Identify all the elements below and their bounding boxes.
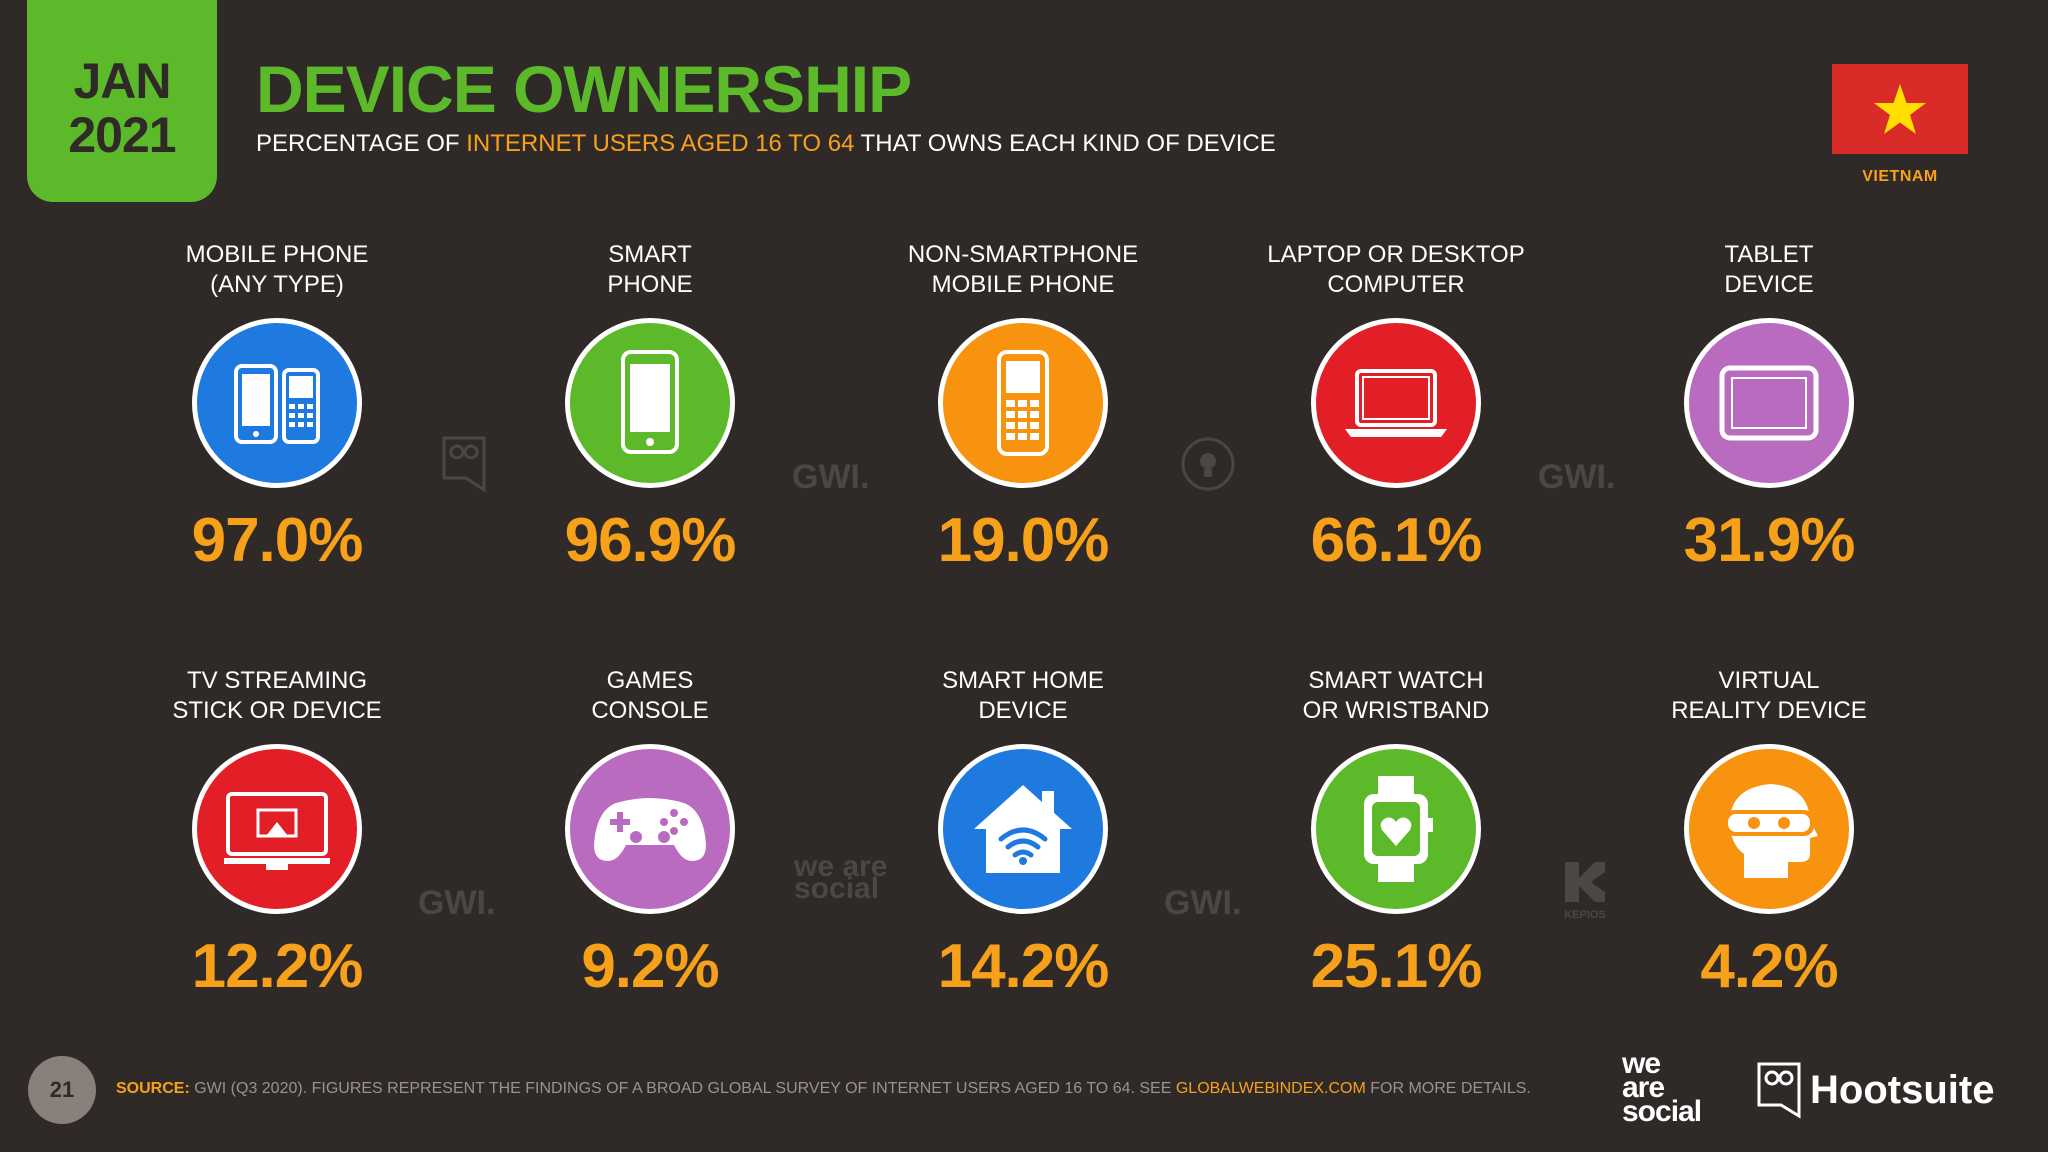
feature-phone-icon [993,348,1053,458]
source-label: SOURCE: [116,1080,190,1097]
device-value: 14.2% [937,932,1110,1001]
source-note: SOURCE: GWI (Q3 2020). FIGURES REPRESENT… [116,1080,1531,1098]
device-item: TV STREAMING STICK OR DEVICE 12.2% [107,666,447,1002]
source-end: FOR MORE DETAILS. [1365,1080,1531,1097]
device-item: TABLET DEVICE 31.9% [1599,240,1939,576]
device-value: 66.1% [1310,506,1483,575]
gwi-watermark: GWI. [1538,458,1616,496]
date-tab: JAN 2021 [27,0,217,202]
page-subtitle: PERCENTAGE OF INTERNET USERS AGED 16 TO … [256,130,1276,158]
subtitle-post: THAT OWNS EACH KIND OF DEVICE [854,130,1276,157]
device-value: 4.2% [1700,932,1838,1001]
laptop-icon [1341,363,1451,443]
gwi-watermark: GWI. [1164,884,1242,922]
device-item: GAMES CONSOLE 9.2% [480,666,820,1002]
device-label: GAMES CONSOLE [591,667,709,724]
kepios-label: KEPIOS [1564,909,1606,921]
device-item: VIRTUAL REALITY DEVICE 4.2% [1599,666,1939,1002]
we-are-social-watermark: we are social [794,850,888,905]
device-label: TV STREAMING STICK OR DEVICE [172,667,382,724]
device-icon-circle [1684,744,1854,914]
hootsuite-wordmark: Hootsuite [1810,1067,1995,1112]
date-year: 2021 [68,107,176,163]
device-value: 31.9% [1683,506,1856,575]
subtitle-highlight: INTERNET USERS AGED 16 TO 64 [466,130,855,157]
device-label: SMART HOME DEVICE [942,667,1104,724]
device-item: LAPTOP OR DESKTOP COMPUTER 66.1% [1226,240,1566,576]
device-label: LAPTOP OR DESKTOP COMPUTER [1267,241,1525,298]
device-icon-circle [565,318,735,488]
device-value: 25.1% [1310,932,1483,1001]
device-item: MOBILE PHONE (ANY TYPE) 97.0% [107,240,447,576]
device-icon-circle [938,318,1108,488]
device-label: SMART WATCH OR WRISTBAND [1302,667,1490,724]
gamepad-icon [590,789,710,869]
device-icon-circle [565,744,735,914]
flag-star-icon [1874,84,1926,134]
gwi-watermark: GWI. [418,884,496,922]
source-text: GWI (Q3 2020). FIGURES REPRESENT THE FIN… [189,1080,1176,1097]
smart-home-icon [968,779,1078,879]
subtitle-pre: PERCENTAGE OF [256,130,467,157]
device-icon-circle [1311,318,1481,488]
kepios-icon [1565,862,1605,902]
tv-streaming-icon [222,784,332,874]
device-label: MOBILE PHONE (ANY TYPE) [185,241,369,298]
date-month: JAN [73,53,171,109]
we-are-social-logo: we are social [1622,1047,1702,1128]
device-label: SMART PHONE [607,241,693,298]
vietnam-flag [1832,64,1968,154]
device-icon-circle [1311,744,1481,914]
device-item: NON-SMARTPHONE MOBILE PHONE 19.0% [853,240,1193,576]
device-value: 9.2% [581,932,719,1001]
device-label: NON-SMARTPHONE MOBILE PHONE [907,241,1139,298]
hootsuite-owl-watermark [442,434,486,503]
mobile-phones-icon [222,358,332,448]
kepios-watermark: KEPIOS [1558,858,1612,921]
hootsuite-owl-icon [1757,1062,1801,1119]
device-value: 19.0% [937,506,1110,575]
device-value: 12.2% [191,932,364,1001]
device-item: SMART WATCH OR WRISTBAND 25.1% [1226,666,1566,1002]
device-icon-circle [1684,318,1854,488]
device-icon-circle [192,744,362,914]
bulb-watermark [1180,436,1236,501]
lightbulb-icon [1181,437,1235,491]
tablet-icon [1714,358,1824,448]
country-label: VIETNAM [1862,168,1938,185]
device-icon-circle [938,744,1108,914]
page-number: 21 [28,1056,96,1124]
device-icon-circle [192,318,362,488]
device-item: SMART PHONE 96.9% [480,240,820,576]
device-value: 96.9% [564,506,737,575]
device-item: SMART HOME DEVICE 14.2% [853,666,1193,1002]
page-title: DEVICE OWNERSHIP [256,52,912,126]
gwi-watermark: GWI. [792,458,870,496]
vr-headset-icon [1714,774,1824,884]
hootsuite-logo: Hootsuite [1756,1060,1994,1120]
smartwatch-icon [1356,774,1436,884]
source-link[interactable]: GLOBALWEBINDEX.COM [1175,1080,1366,1097]
smartphone-icon [615,348,685,458]
device-label: TABLET DEVICE [1724,241,1814,298]
device-value: 97.0% [191,506,364,575]
owl-icon [442,436,486,493]
device-label: VIRTUAL REALITY DEVICE [1671,667,1867,724]
